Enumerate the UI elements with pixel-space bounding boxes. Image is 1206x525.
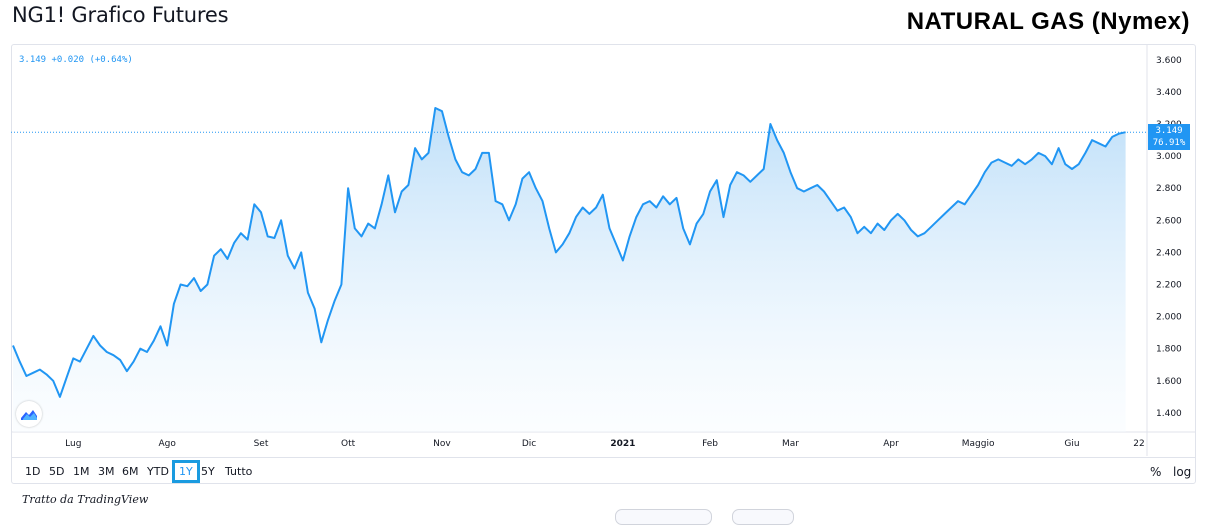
y-tick-label: 2.800 [1156, 184, 1182, 194]
tradingview-logo-icon[interactable] [16, 401, 42, 427]
x-tick-label: Dic [522, 439, 536, 449]
y-axis-ticks: 1.400 1.600 1.800 2.000 2.200 2.400 2.600 2.800… [1156, 56, 1182, 419]
x-tick-label: Maggio [962, 439, 995, 449]
y-tick-label: 1.400 [1156, 409, 1182, 419]
x-tick-label: Ago [158, 439, 176, 449]
range-button-1d[interactable]: 1D [25, 465, 41, 478]
y-tick-label: 2.600 [1156, 216, 1182, 226]
y-tick-label: 3.400 [1156, 88, 1182, 98]
price-chart[interactable]: 1.400 1.600 1.800 2.000 2.200 2.400 2.600 2.800… [11, 44, 1196, 456]
last-price-pct: 76.91% [1152, 138, 1186, 149]
x-tick-label: Lug [65, 439, 81, 449]
chart-frame [11, 44, 1196, 484]
range-button-5d[interactable]: 5D [49, 465, 65, 478]
x-tick-label: Apr [883, 439, 899, 449]
x-tick-label: 2021 [610, 439, 635, 449]
percent-scale-button[interactable]: % [1150, 465, 1162, 479]
page-title: NG1! Grafico Futures [12, 3, 229, 27]
x-tick-label: Nov [433, 439, 451, 449]
range-button-1m[interactable]: 1M [73, 465, 90, 478]
y-tick-label: 1.800 [1156, 345, 1182, 355]
footer-control-left[interactable] [615, 509, 712, 525]
log-scale-button[interactable]: log [1173, 465, 1192, 479]
x-tick-label: Mar [782, 439, 799, 449]
tradingview-logo-glyph [21, 410, 37, 420]
y-tick-label: 3.600 [1156, 56, 1182, 66]
legend-change: +0.020 [51, 55, 85, 65]
range-button-6m[interactable]: 6M [122, 465, 139, 478]
x-tick-label: Giu [1064, 439, 1079, 449]
price-area-fill [13, 108, 1126, 432]
x-tick-label: 22 [1133, 439, 1144, 449]
legend-change-pct: (+0.64%) [89, 55, 133, 65]
last-price-value: 3.149 [1155, 126, 1183, 137]
footer-control-right[interactable] [732, 509, 794, 525]
line-layer [12, 107, 1126, 398]
x-axis-ticks: Lug Ago Set Ott Nov Dic 2021 Feb Mar Apr Maggio Giu… [65, 439, 1145, 449]
brand-title: NATURAL GAS (Nymex) [906, 8, 1190, 35]
legend-price: 3.149 [19, 55, 47, 65]
x-tick-label: Set [254, 439, 269, 449]
y-tick-label: 2.200 [1156, 281, 1182, 291]
last-price-tag: 3.149 76.91% [1148, 124, 1190, 151]
range-button-1y[interactable]: 1Y [172, 460, 200, 483]
range-button-all[interactable]: Tutto [225, 465, 253, 478]
y-tick-label: 2.400 [1156, 248, 1182, 258]
y-tick-label: 1.600 [1156, 377, 1182, 387]
x-tick-label: Ott [341, 439, 356, 449]
y-tick-label: 3.000 [1156, 152, 1182, 162]
x-tick-label: Feb [702, 439, 718, 449]
area-layer [13, 108, 1126, 432]
range-toolbar: 1D 5D 1M 3M 6M YTD 1Y 5Y Tutto % log [12, 457, 1195, 484]
range-button-3m[interactable]: 3M [98, 465, 115, 478]
price-line [12, 107, 1126, 398]
legend: 3.149 +0.020 (+0.64%) [19, 55, 133, 65]
range-button-5y[interactable]: 5Y [201, 465, 215, 478]
attribution: Tratto da TradingView [22, 493, 149, 506]
range-button-ytd[interactable]: YTD [147, 465, 169, 478]
y-tick-label: 2.000 [1156, 313, 1182, 323]
